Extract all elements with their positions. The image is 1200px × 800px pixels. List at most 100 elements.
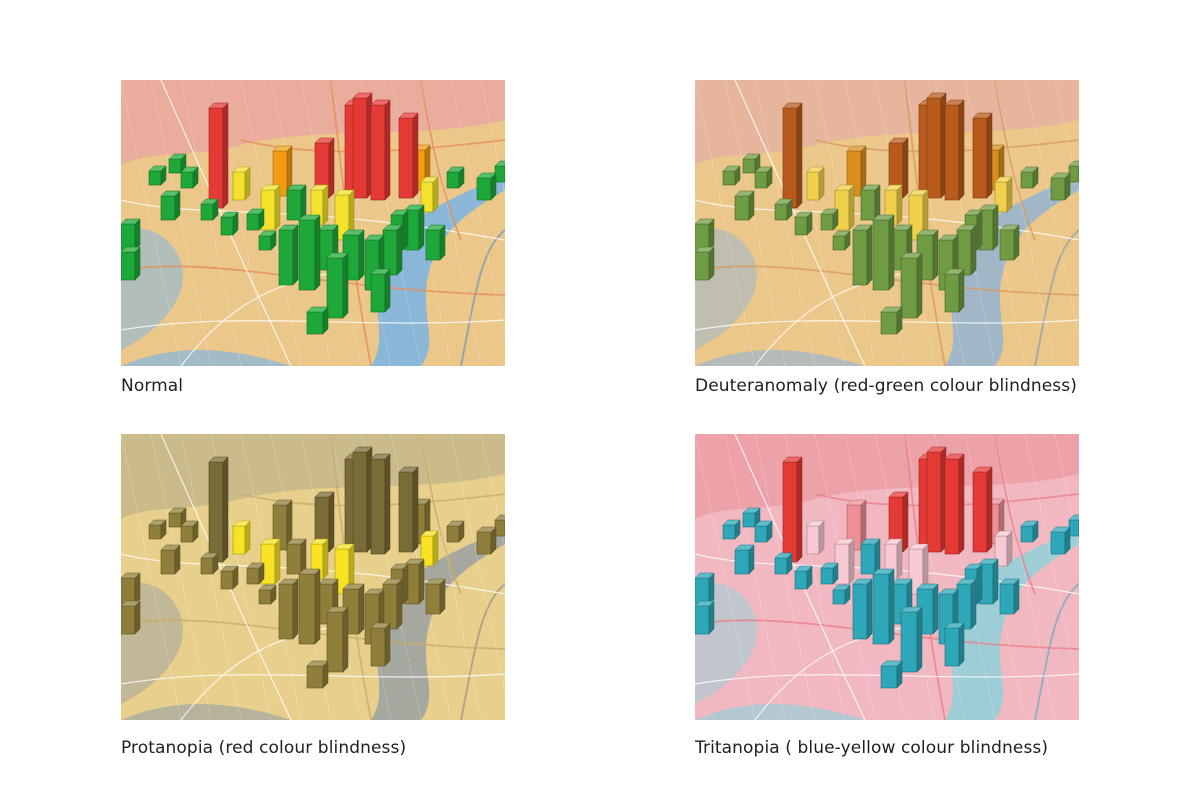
bar-front	[246, 567, 260, 585]
bar-side	[970, 224, 977, 276]
bar-front	[258, 235, 272, 251]
bar-top	[972, 466, 993, 473]
bar-top	[314, 137, 335, 144]
map-normal-image	[121, 80, 505, 366]
bar-top	[774, 198, 793, 205]
bar-top	[860, 184, 881, 191]
map-tritanopia-image	[695, 434, 1079, 720]
map-street	[480, 80, 505, 196]
bar-side	[328, 137, 335, 199]
bar-side	[976, 209, 983, 251]
map-3d-bars-svg	[121, 80, 505, 366]
map-street	[121, 80, 182, 366]
bar-side	[396, 578, 403, 630]
bar-top	[232, 520, 251, 527]
bar-front	[1068, 165, 1079, 183]
bar-front	[326, 257, 344, 319]
bar-top	[404, 558, 425, 565]
bar-top	[208, 102, 229, 109]
bar-top	[944, 268, 965, 275]
bar-top	[318, 224, 339, 231]
bar-front	[446, 171, 460, 189]
bar-side	[222, 456, 229, 563]
bar-front	[734, 549, 750, 575]
map-river-south	[695, 704, 865, 720]
map-street	[724, 80, 786, 366]
bar-front	[852, 583, 868, 640]
bar-top	[370, 622, 391, 629]
bar-top	[900, 252, 923, 259]
bar-front	[168, 158, 182, 174]
bar-top	[964, 209, 983, 216]
bar-side	[274, 538, 281, 585]
bar-side	[418, 204, 425, 251]
bar-top	[298, 214, 321, 221]
bar-side	[134, 246, 141, 281]
bar-side	[402, 563, 409, 605]
bar-side	[958, 622, 965, 667]
map-street	[754, 80, 816, 366]
bar-front	[232, 171, 246, 201]
bar-top	[794, 565, 813, 572]
bar-front	[208, 461, 224, 563]
bar-front	[926, 97, 942, 199]
bar-front	[944, 458, 960, 555]
map-street	[420, 80, 482, 366]
bar-front	[258, 589, 272, 605]
map-3d-bars-svg	[695, 434, 1079, 720]
bar-top	[999, 224, 1020, 231]
bar-top	[476, 526, 497, 533]
bar-side	[384, 99, 391, 201]
bar-front	[1050, 531, 1066, 555]
bar-top	[695, 218, 715, 225]
bar-front	[298, 219, 316, 291]
bar-side	[986, 112, 993, 199]
bar-side	[292, 224, 299, 286]
bar-front	[476, 531, 492, 555]
bar-side	[134, 600, 141, 635]
map-road	[420, 80, 462, 241]
bar-front	[286, 543, 302, 575]
map-street	[1024, 80, 1079, 339]
bar-top	[888, 137, 909, 144]
bar-front	[121, 577, 136, 605]
map-river-bank	[1034, 229, 1079, 366]
bar-top	[446, 166, 465, 173]
map-street	[420, 434, 482, 720]
bar-top	[944, 99, 965, 106]
bar-top	[999, 578, 1020, 585]
bar-side	[866, 578, 873, 640]
map-road	[121, 319, 505, 331]
bar-top	[872, 214, 895, 221]
bar-front	[246, 213, 260, 231]
map-street	[450, 80, 505, 339]
map-street	[904, 434, 966, 720]
bar-top	[306, 306, 329, 313]
bar-front	[782, 461, 798, 563]
bar-front	[398, 471, 414, 553]
bar-top	[208, 456, 229, 463]
bar-front	[695, 251, 710, 281]
bar-top	[382, 224, 403, 231]
map-river-south	[695, 350, 865, 366]
map-street	[724, 434, 786, 720]
bar-side	[418, 558, 425, 605]
bar-front	[398, 117, 414, 199]
bar-front	[148, 524, 162, 540]
bar-top	[916, 583, 939, 590]
bar-top	[148, 519, 167, 526]
bar-front	[742, 158, 756, 174]
bar-front	[352, 451, 368, 553]
bar-side	[1006, 176, 1013, 213]
bar-top	[420, 176, 439, 183]
bar-front	[382, 583, 398, 630]
bar-front	[852, 229, 868, 286]
map-street	[754, 434, 816, 720]
bar-side	[970, 578, 977, 630]
bar-top	[938, 234, 959, 241]
bar-top	[258, 230, 277, 237]
bar-top	[220, 211, 239, 218]
bar-side	[439, 224, 446, 261]
bar-top	[310, 538, 329, 545]
bar-front	[926, 451, 942, 553]
